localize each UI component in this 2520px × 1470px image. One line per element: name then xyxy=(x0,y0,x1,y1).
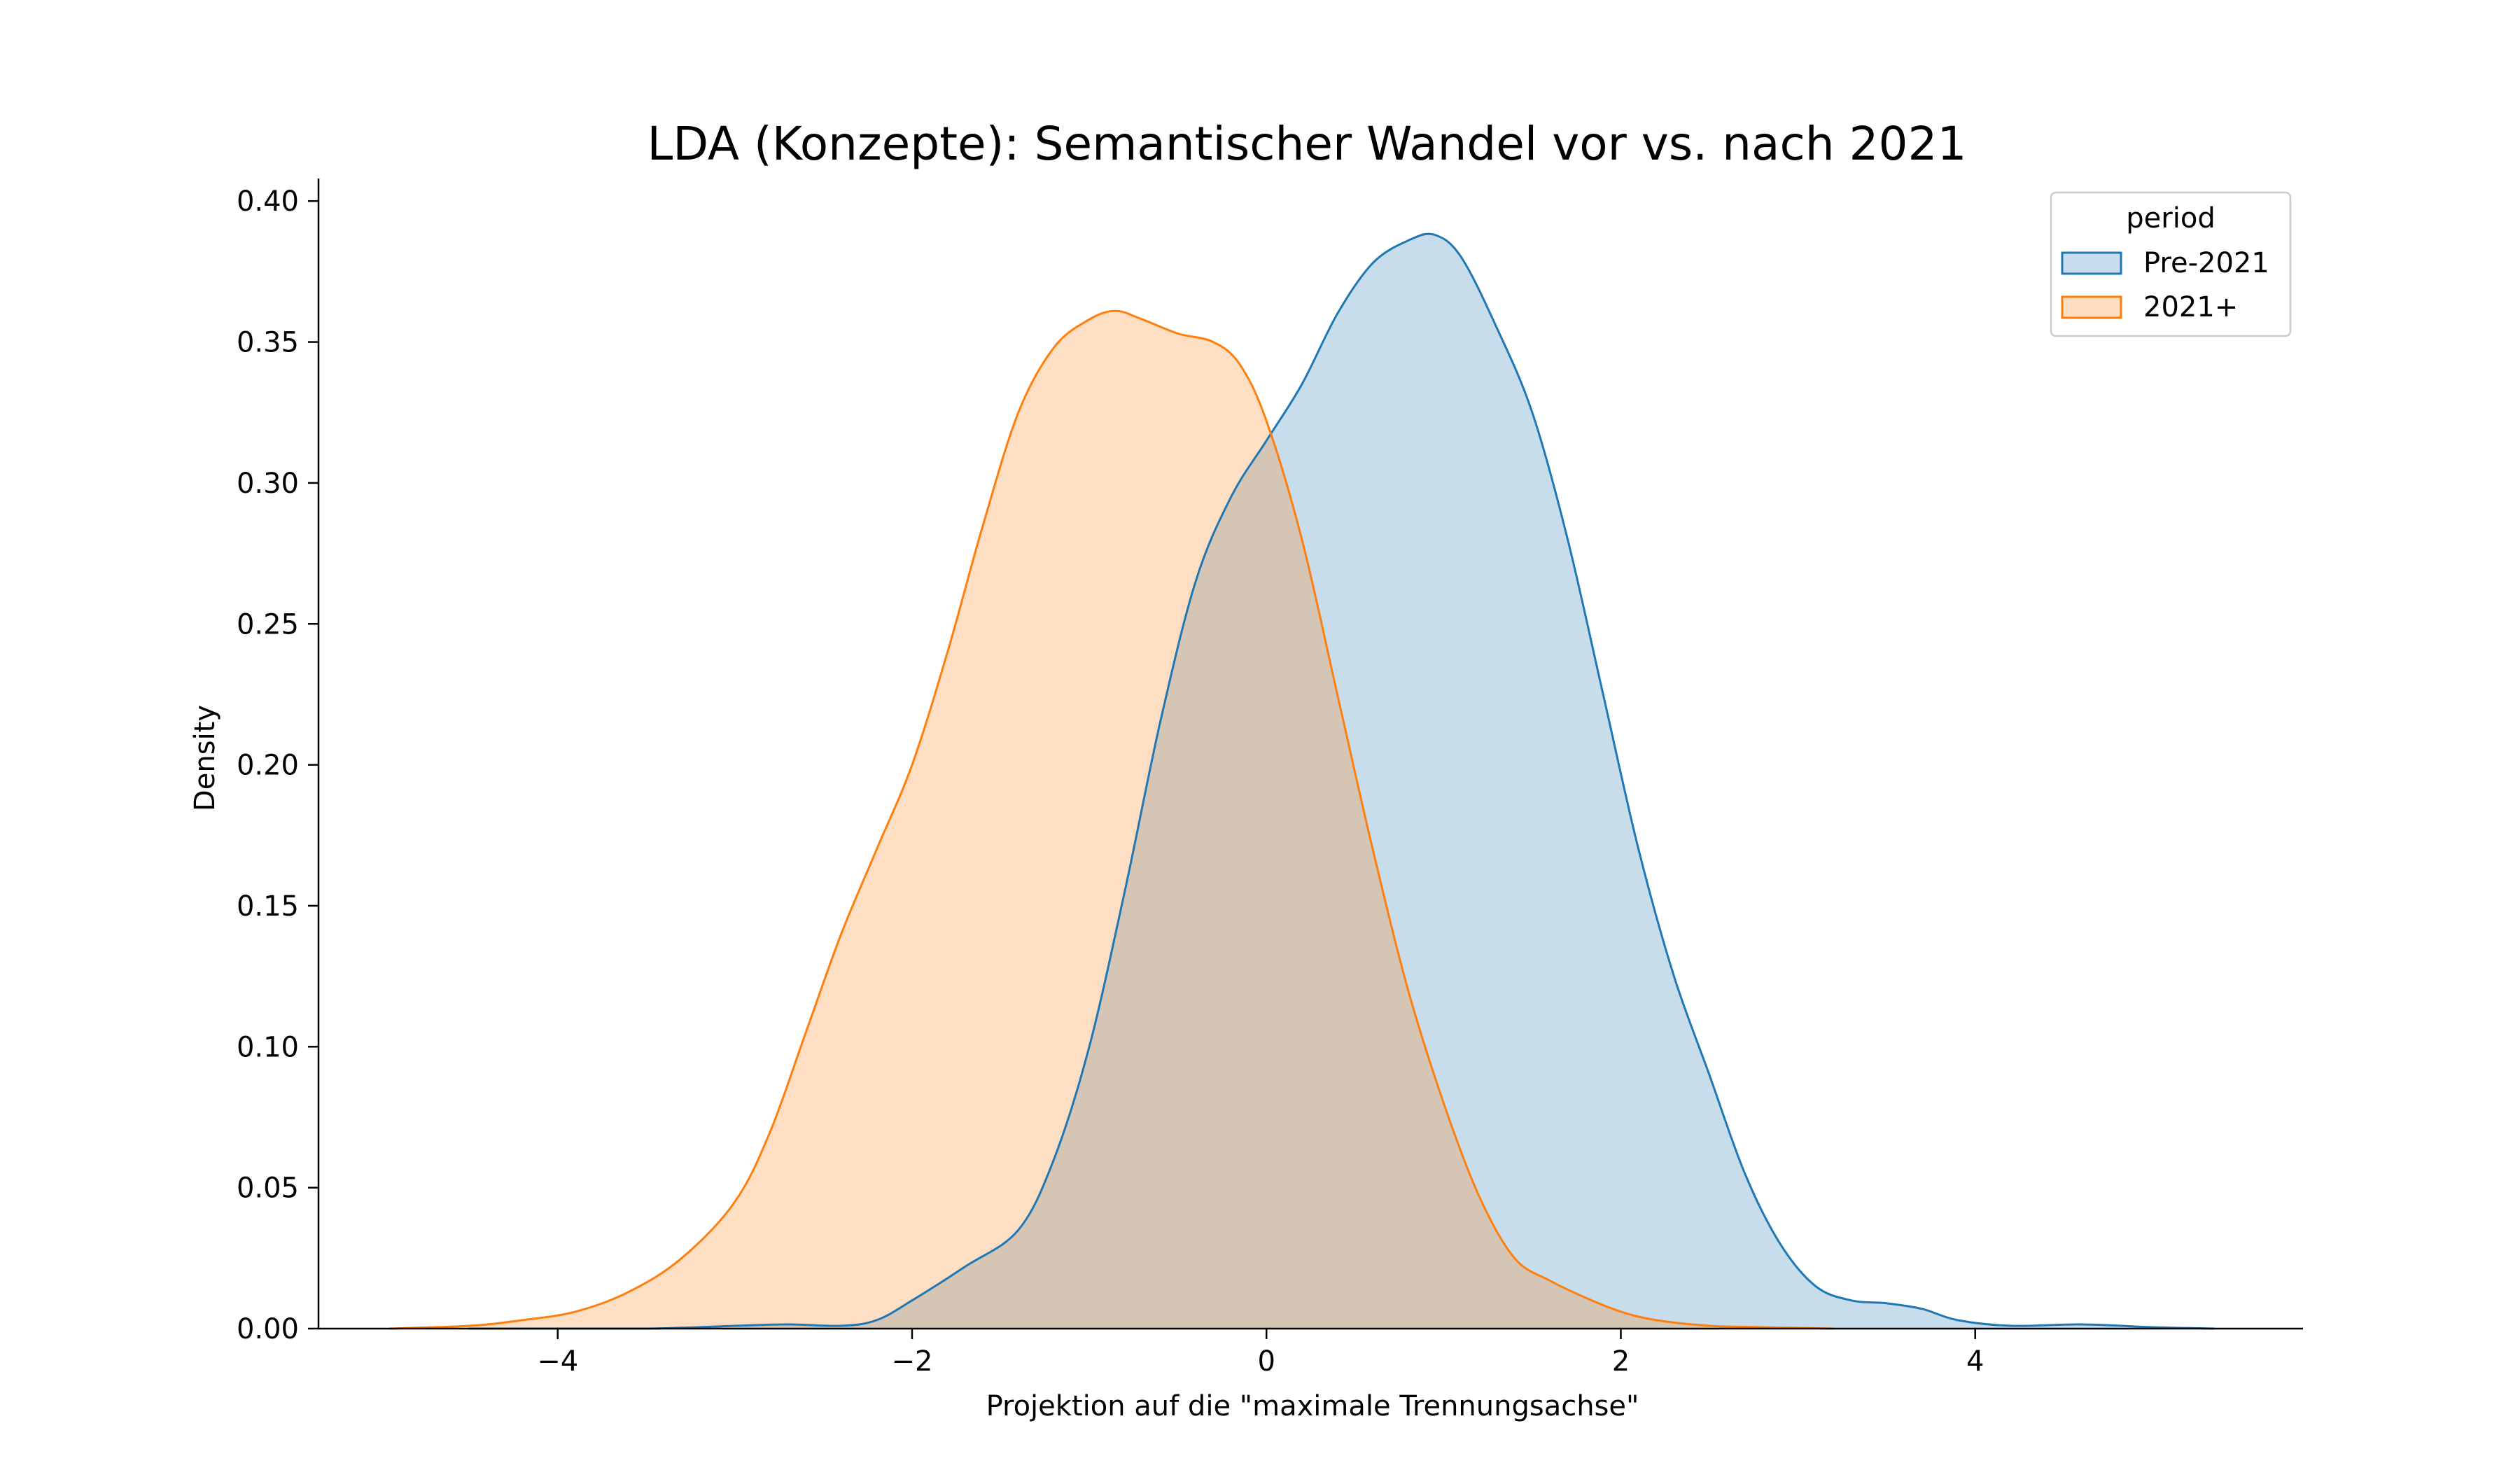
y-tick-label: 0.20 xyxy=(237,750,299,782)
y-tick-label: 0.40 xyxy=(237,186,299,218)
y-tick-label: 0.35 xyxy=(237,327,299,359)
x-axis: −4 −2 0 2 4 xyxy=(318,1327,2303,1378)
y-tick-label: 0.10 xyxy=(237,1031,299,1063)
density-line-2021-plus xyxy=(389,309,1834,1330)
legend-label: Pre-2021 xyxy=(2143,247,2269,279)
legend-swatch xyxy=(2061,295,2122,319)
y-axis-label: Density xyxy=(189,705,221,811)
x-tick-label: −2 xyxy=(891,1345,932,1378)
x-ticks: −4 −2 0 2 4 xyxy=(537,1329,1984,1378)
x-tick-label: 2 xyxy=(1612,1345,1630,1378)
legend-label: 2021+ xyxy=(2143,291,2238,323)
chart-title: LDA (Konzepte): Semantischer Wandel vor … xyxy=(647,117,1966,171)
x-tick-label: −4 xyxy=(537,1345,578,1378)
y-tick-label: 0.30 xyxy=(237,468,299,500)
x-tick-label: 4 xyxy=(1966,1345,1984,1378)
x-axis-label: Projektion auf die "maximale Trennungsac… xyxy=(986,1390,1639,1422)
legend-swatch xyxy=(2061,251,2122,275)
density-lines xyxy=(389,232,2215,1330)
y-axis: 0.00 0.05 0.10 0.15 0.20 0.25 0.30 0.35 0.40 xyxy=(237,178,320,1345)
density-areas xyxy=(389,234,2215,1329)
y-tick-label: 0.05 xyxy=(237,1172,299,1205)
y-ticks: 0.00 0.05 0.10 0.15 0.20 0.25 0.30 0.35 0.40 xyxy=(237,186,318,1345)
x-tick-label: 0 xyxy=(1257,1345,1275,1378)
y-tick-label: 0.25 xyxy=(237,608,299,640)
density-area-2021-plus xyxy=(389,311,1834,1329)
density-line-pre-2021 xyxy=(469,232,2215,1330)
legend-items: Pre-2021 2021+ xyxy=(2061,247,2269,323)
legend: period Pre-2021 2021+ xyxy=(2050,191,2292,337)
y-tick-label: 0.15 xyxy=(237,890,299,923)
density-area-pre-2021 xyxy=(469,234,2215,1329)
y-tick-label: 0.00 xyxy=(237,1313,299,1345)
legend-title: period xyxy=(2126,202,2215,234)
